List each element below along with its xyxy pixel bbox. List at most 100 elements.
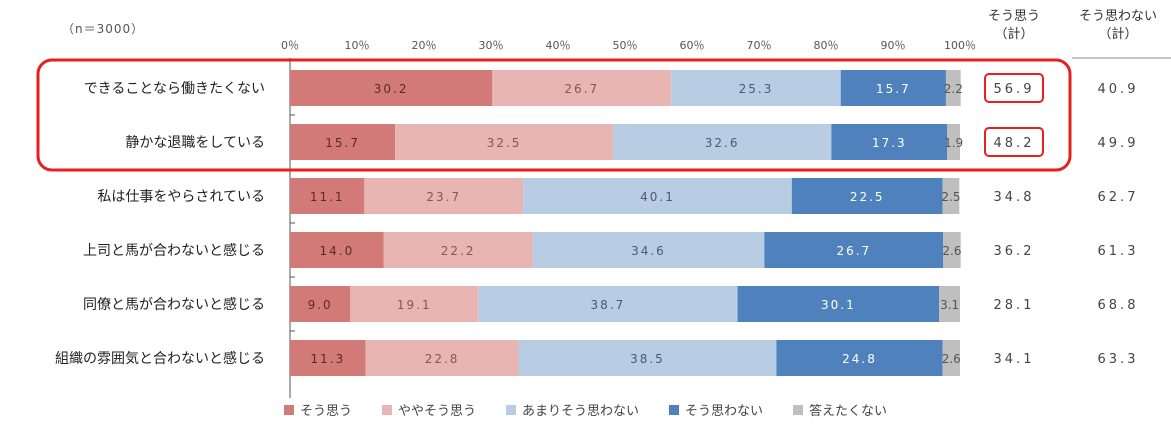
- data-label: 32.5: [487, 136, 522, 150]
- x-tick-label: 50％: [613, 39, 638, 52]
- disagree-total-header: そう思わない（計）: [1079, 9, 1157, 42]
- x-tick-label: 40％: [546, 39, 571, 52]
- x-tick-label: 80％: [814, 39, 839, 52]
- data-label: 14.0: [320, 244, 355, 258]
- data-label: 32.6: [705, 136, 740, 150]
- bar-segment: [290, 286, 351, 322]
- agree-total-value: 48.2: [994, 136, 1035, 151]
- agree-total-value: 36.2: [994, 244, 1035, 259]
- legend-item-somewhat-agree: ややそう思う: [381, 400, 476, 419]
- x-tick-label: 100％: [944, 39, 976, 52]
- data-label: 40.1: [640, 190, 675, 204]
- bar-segment: [365, 340, 519, 376]
- x-tick-label: 0％: [281, 39, 299, 52]
- legend-swatch: [283, 404, 294, 415]
- x-tick-label: 70％: [747, 39, 772, 52]
- legend-swatch: [505, 404, 516, 415]
- data-label: 3.1: [940, 298, 959, 312]
- data-label: 17.3: [872, 136, 907, 150]
- data-label: 11.1: [310, 190, 345, 204]
- agree-total-highlight: [984, 127, 1044, 157]
- data-label: 34.6: [631, 244, 666, 258]
- data-label: 22.8: [425, 352, 460, 366]
- data-label: 9.0: [308, 298, 333, 312]
- highlight-frame: [36, 58, 1072, 172]
- bar-segment: [612, 124, 832, 160]
- bar-segment: [942, 178, 960, 214]
- bar-segment: [942, 340, 960, 376]
- data-label: 26.7: [564, 82, 599, 96]
- bar-segment: [939, 286, 960, 322]
- legend: そう思う ややそう思う あまりそう思わない そう思わない 答えたくない: [0, 400, 1171, 419]
- legend-label: 答えたくない: [809, 404, 888, 419]
- bar-segment: [532, 232, 765, 268]
- disagree-total-value: 49.9: [1098, 136, 1139, 151]
- x-tick-label: 10％: [345, 39, 370, 52]
- bar-segment: [492, 70, 672, 106]
- x-tick-label: 20％: [412, 39, 437, 52]
- legend-item-not-really: あまりそう思わない: [505, 400, 639, 419]
- bar-segment: [523, 178, 792, 214]
- category-label: 私は仕事をやらされている: [97, 189, 265, 205]
- data-label: 26.7: [836, 244, 871, 258]
- bar-segment: [478, 286, 738, 322]
- disagree-total-value: 68.8: [1098, 298, 1139, 313]
- data-label: 1.9: [944, 136, 963, 150]
- data-label: 22.2: [441, 244, 476, 258]
- data-label: 30.2: [374, 82, 409, 96]
- data-label: 2.6: [942, 244, 961, 258]
- agree-total-highlight: [984, 73, 1044, 103]
- category-label: 上司と馬が合わないと感じる: [83, 242, 265, 259]
- data-label: 25.3: [739, 82, 774, 96]
- bar-segment: [518, 340, 777, 376]
- agree-total-value: 34.1: [994, 352, 1035, 367]
- bar-segment: [364, 178, 524, 214]
- category-label: 静かな退職をしている: [125, 135, 265, 151]
- legend-swatch: [381, 404, 392, 415]
- disagree-total-value: 63.3: [1098, 352, 1139, 367]
- bar-segment: [943, 232, 961, 268]
- bar-segment: [840, 70, 946, 106]
- data-label: 15.7: [325, 136, 360, 150]
- bar-segment: [764, 232, 944, 268]
- legend-label: ややそう思う: [397, 404, 476, 419]
- bar-segment: [290, 232, 384, 268]
- data-label: 2.5: [941, 190, 960, 204]
- bar-segment: [395, 124, 613, 160]
- disagree-total-value: 62.7: [1098, 190, 1139, 205]
- bar-segment: [290, 340, 366, 376]
- agree-total-value: 28.1: [994, 298, 1035, 313]
- bar-segment: [945, 70, 961, 106]
- data-label: 30.1: [821, 298, 856, 312]
- bar-segment: [776, 340, 943, 376]
- bar-segment: [791, 178, 943, 214]
- data-label: 38.5: [630, 352, 665, 366]
- agree-total-value: 34.8: [994, 190, 1035, 205]
- data-label: 22.5: [850, 190, 885, 204]
- bar-segment: [671, 70, 841, 106]
- data-label: 38.7: [591, 298, 626, 312]
- legend-item-agree: そう思う: [283, 400, 352, 419]
- data-label: 11.3: [310, 352, 345, 366]
- x-tick-label: 30％: [479, 39, 504, 52]
- bar-segment: [947, 124, 960, 160]
- legend-item-no-answer: 答えたくない: [793, 400, 887, 419]
- bar-segment: [737, 286, 940, 322]
- category-label: 同僚と馬が合わないと感じる: [83, 296, 265, 313]
- bar-segment: [290, 178, 365, 214]
- category-label: 組織の雰囲気と合わないと感じる: [55, 350, 265, 367]
- legend-item-disagree: そう思わない: [669, 400, 763, 419]
- legend-swatch: [793, 404, 804, 415]
- agree-total-header: そう思う（計）: [988, 9, 1040, 42]
- disagree-total-value: 61.3: [1098, 244, 1139, 259]
- agree-total-value: 56.9: [994, 82, 1035, 97]
- bar-segment: [831, 124, 948, 160]
- bar-segment: [383, 232, 533, 268]
- data-label: 19.1: [397, 298, 432, 312]
- x-tick-label: 60％: [680, 39, 705, 52]
- bar-segment: [350, 286, 479, 322]
- category-label: できることなら働きたくない: [84, 81, 265, 97]
- x-tick-label: 90％: [881, 39, 906, 52]
